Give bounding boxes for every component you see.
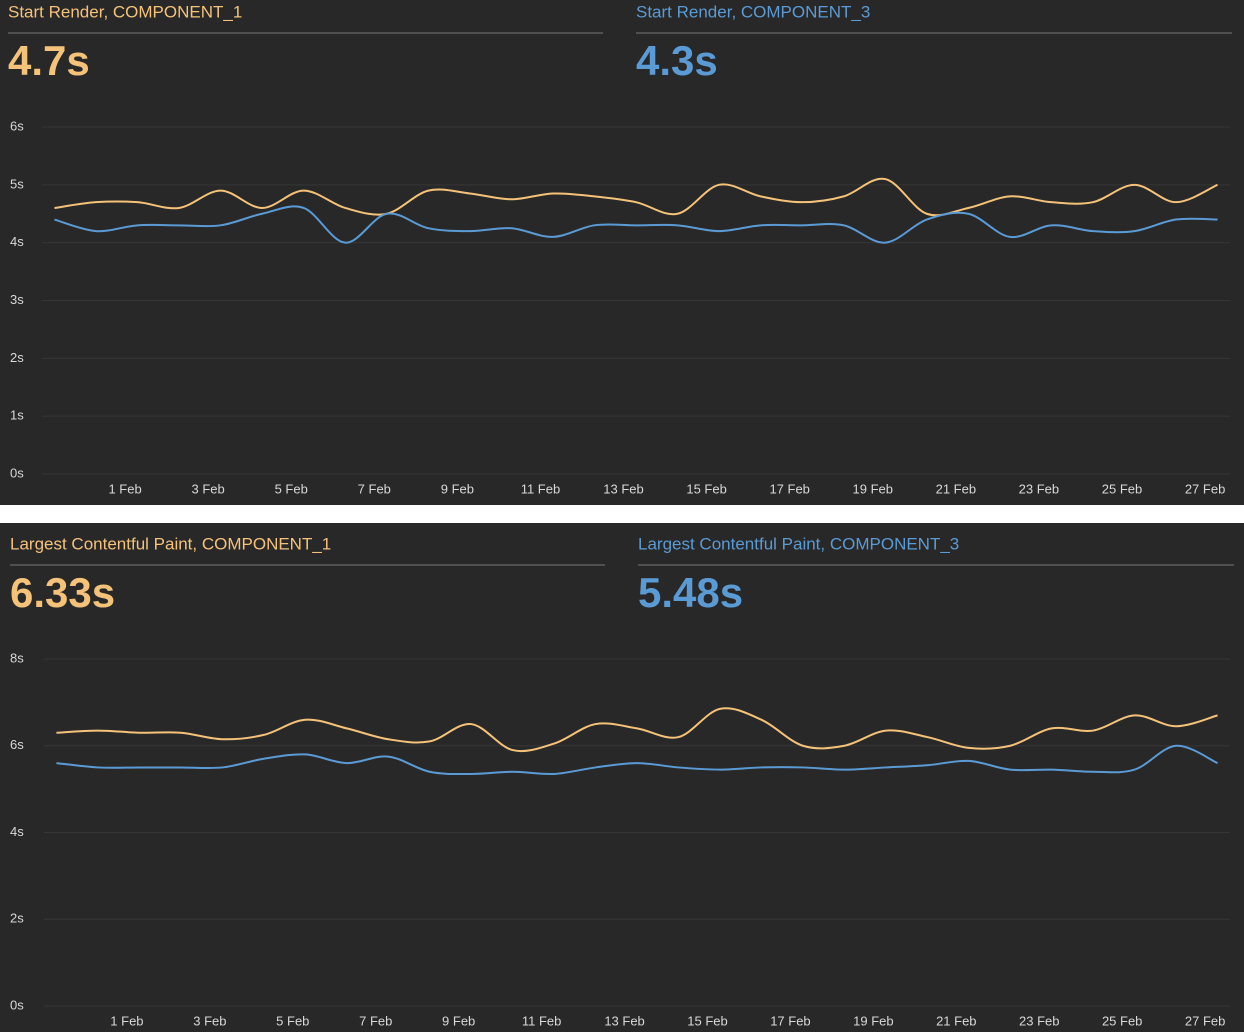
x-tick-label: 9 Feb bbox=[441, 481, 474, 496]
series-name: Start Render, COMPONENT_1 bbox=[8, 2, 242, 21]
x-tick-label: 5 Feb bbox=[275, 481, 308, 496]
series-name: Start Render, COMPONENT_3 bbox=[636, 2, 870, 21]
series-summary: 6.33s bbox=[10, 569, 115, 616]
y-tick-label: 6s bbox=[10, 737, 24, 752]
x-tick-label: 11 Feb bbox=[522, 1013, 562, 1028]
x-tick-label: 17 Feb bbox=[770, 1013, 810, 1028]
series-line bbox=[56, 707, 1218, 753]
y-tick-label: 2s bbox=[10, 911, 24, 926]
x-tick-label: 3 Feb bbox=[192, 481, 225, 496]
x-tick-label: 19 Feb bbox=[853, 481, 893, 496]
y-tick-label: 6s bbox=[10, 118, 24, 133]
x-tick-label: 15 Feb bbox=[686, 481, 726, 496]
x-tick-label: 3 Feb bbox=[193, 1013, 226, 1028]
y-tick-label: 2s bbox=[10, 350, 24, 365]
y-tick-label: 4s bbox=[10, 234, 24, 249]
series-line bbox=[54, 205, 1218, 244]
y-tick-label: 5s bbox=[10, 176, 24, 191]
x-tick-label: 7 Feb bbox=[358, 481, 391, 496]
x-tick-label: 25 Feb bbox=[1102, 1013, 1142, 1028]
y-tick-label: 0s bbox=[10, 997, 24, 1012]
y-tick-label: 8s bbox=[10, 650, 24, 665]
x-tick-label: 21 Feb bbox=[936, 481, 976, 496]
series-summary: 4.3s bbox=[636, 37, 718, 84]
panel-background bbox=[0, 523, 1244, 1032]
x-tick-label: 25 Feb bbox=[1102, 481, 1142, 496]
x-tick-label: 5 Feb bbox=[276, 1013, 309, 1028]
series-name: Largest Contentful Paint, COMPONENT_1 bbox=[10, 534, 331, 553]
x-tick-label: 1 Feb bbox=[108, 481, 141, 496]
y-tick-label: 4s bbox=[10, 824, 24, 839]
x-tick-label: 9 Feb bbox=[442, 1013, 475, 1028]
x-tick-label: 21 Feb bbox=[936, 1013, 976, 1028]
series-line bbox=[56, 744, 1218, 776]
x-tick-label: 15 Feb bbox=[687, 1013, 727, 1028]
series-name: Largest Contentful Paint, COMPONENT_3 bbox=[638, 534, 959, 553]
x-tick-label: 13 Feb bbox=[603, 481, 643, 496]
x-tick-label: 27 Feb bbox=[1185, 481, 1225, 496]
panel-background bbox=[0, 0, 1244, 505]
series-summary: 4.7s bbox=[8, 37, 90, 84]
x-tick-label: 7 Feb bbox=[359, 1013, 392, 1028]
x-tick-label: 13 Feb bbox=[604, 1013, 644, 1028]
x-tick-label: 27 Feb bbox=[1185, 1013, 1225, 1028]
x-tick-label: 23 Feb bbox=[1019, 481, 1059, 496]
x-tick-label: 23 Feb bbox=[1019, 1013, 1059, 1028]
y-tick-label: 0s bbox=[10, 465, 24, 480]
series-line bbox=[54, 177, 1218, 217]
series-summary: 5.48s bbox=[638, 569, 743, 616]
y-tick-label: 1s bbox=[10, 408, 24, 423]
x-tick-label: 1 Feb bbox=[110, 1013, 143, 1028]
y-tick-label: 3s bbox=[10, 292, 24, 307]
x-tick-label: 17 Feb bbox=[769, 481, 809, 496]
x-tick-label: 19 Feb bbox=[853, 1013, 893, 1028]
x-tick-label: 11 Feb bbox=[521, 481, 561, 496]
